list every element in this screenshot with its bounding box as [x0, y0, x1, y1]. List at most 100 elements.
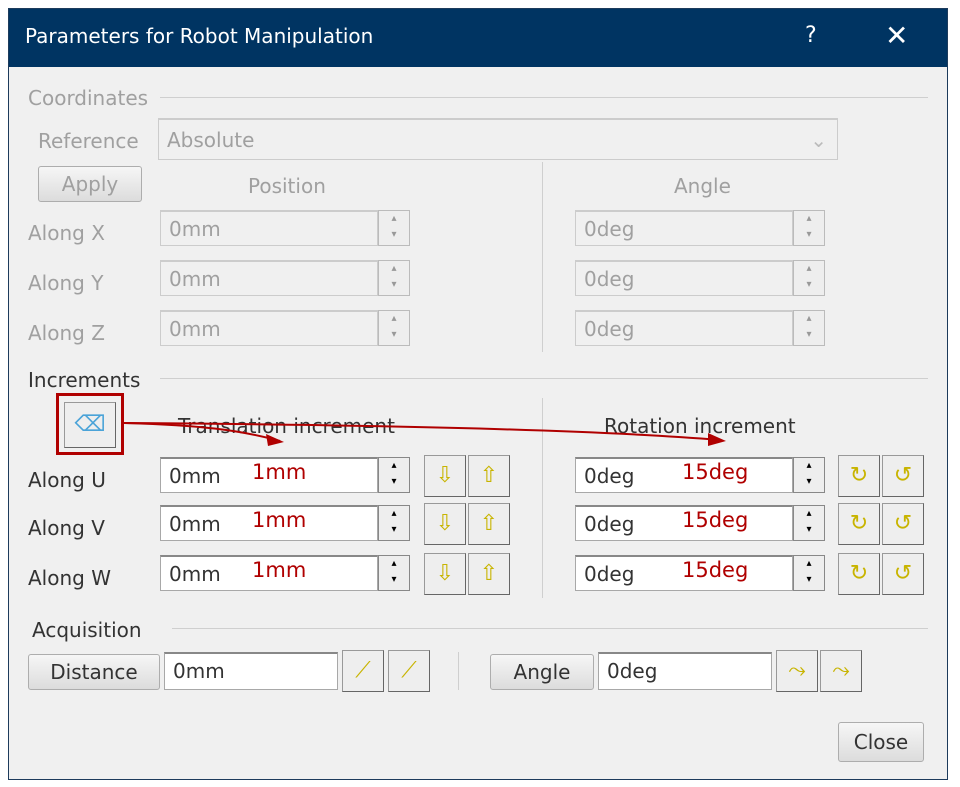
angle-field[interactable]: 0deg	[575, 310, 793, 346]
arrow-to-rotation	[123, 422, 721, 441]
position-spinner[interactable]: ▴ ▾	[378, 260, 410, 296]
arrow-up-icon: ⇧	[479, 561, 499, 586]
annotation-highlight-box	[56, 393, 124, 455]
rotate-ccw-icon: ↺	[893, 561, 913, 586]
title-bar: Parameters for Robot Manipulation ? ✕	[9, 9, 947, 67]
rotate-cw-icon: ↻	[849, 463, 869, 488]
position-field[interactable]: 0mm	[160, 260, 378, 296]
rotate-acquire-icon: ⤳	[788, 658, 806, 683]
annotation-rotation-value: 15deg	[682, 460, 749, 484]
annotation-translation-value: 1mm	[252, 558, 307, 582]
angle-button[interactable]: Angle	[490, 654, 594, 690]
reference-value: Absolute	[167, 128, 255, 152]
arrow-down-icon: ⇩	[435, 463, 455, 488]
coord-row-label: Along Z	[28, 321, 105, 345]
annotation-rotation-value: 15deg	[682, 558, 749, 582]
angle-field[interactable]: 0deg	[598, 652, 772, 690]
rotation-spinner[interactable]: ▴ ▾	[793, 457, 825, 493]
divider	[172, 628, 928, 629]
apply-button[interactable]: Apply	[38, 166, 142, 202]
distance-button[interactable]: Distance	[28, 654, 160, 690]
increment-row-label: Along V	[28, 516, 105, 540]
arrow-head	[708, 433, 726, 446]
close-button[interactable]: Close	[838, 722, 924, 762]
angle-acquire-button-1[interactable]: ⤳	[776, 650, 818, 692]
eraser-icon: ⌫	[74, 412, 106, 437]
position-field[interactable]: 0mm	[160, 210, 378, 246]
translate-negative-button[interactable]: ⇩	[424, 503, 466, 545]
translate-negative-button[interactable]: ⇩	[424, 553, 466, 595]
angle-field[interactable]: 0deg	[575, 210, 793, 246]
angle-header: Angle	[674, 174, 731, 198]
rotate-cw-icon: ↻	[849, 511, 869, 536]
annotation-translation-value: 1mm	[252, 508, 307, 532]
rotation-increment-field[interactable]: 0deg	[575, 457, 793, 493]
help-icon[interactable]: ?	[805, 23, 817, 48]
rotation-spinner[interactable]: ▴ ▾	[793, 505, 825, 541]
coord-row-label: Along Y	[28, 271, 104, 295]
coord-row-label: Along X	[28, 221, 105, 245]
measure-icon: ⟋	[401, 658, 417, 683]
divider	[160, 378, 928, 379]
angle-spinner[interactable]: ▴ ▾	[793, 210, 825, 246]
translation-spinner[interactable]: ▴ ▾	[378, 505, 410, 541]
distance-field[interactable]: 0mm	[164, 652, 338, 690]
rotate-negative-button[interactable]: ↻	[838, 503, 880, 545]
position-spinner[interactable]: ▴ ▾	[378, 310, 410, 346]
increment-row-label: Along U	[28, 468, 106, 492]
dialog-title: Parameters for Robot Manipulation	[25, 24, 374, 48]
rotation-increment-field[interactable]: 0deg	[575, 555, 793, 591]
translate-negative-button[interactable]: ⇩	[424, 455, 466, 497]
position-spinner[interactable]: ▴ ▾	[378, 210, 410, 246]
reset-increments-button[interactable]: ⌫	[64, 402, 116, 448]
annotation-translation-value: 1mm	[252, 460, 307, 484]
acquisition-group-label: Acquisition	[32, 618, 142, 642]
close-icon[interactable]: ✕	[885, 19, 909, 52]
angle-spinner[interactable]: ▴ ▾	[793, 310, 825, 346]
reference-label: Reference	[38, 129, 139, 153]
rotation-spinner[interactable]: ▴ ▾	[793, 555, 825, 591]
reference-select[interactable]: Absolute ⌄	[158, 118, 838, 160]
rotate-ccw-icon: ↺	[893, 463, 913, 488]
rotate-cw-icon: ↻	[849, 561, 869, 586]
rotate-ccw-icon: ↺	[893, 511, 913, 536]
translation-increment-field[interactable]: 0mm	[160, 505, 378, 541]
rotate-negative-button[interactable]: ↻	[838, 455, 880, 497]
distance-acquire-button-1[interactable]: ⟋	[342, 650, 384, 692]
rotate-acquire-icon: ⤳	[832, 658, 850, 683]
arrow-down-icon: ⇩	[435, 561, 455, 586]
angle-acquire-button-2[interactable]: ⤳	[820, 650, 862, 692]
position-field[interactable]: 0mm	[160, 310, 378, 346]
divider	[542, 398, 543, 598]
rotate-negative-button[interactable]: ↻	[838, 553, 880, 595]
translation-spinner[interactable]: ▴ ▾	[378, 457, 410, 493]
annotation-rotation-value: 15deg	[682, 508, 749, 532]
rotate-positive-button[interactable]: ↺	[882, 553, 924, 595]
position-header: Position	[248, 174, 326, 198]
increments-group-label: Increments	[28, 368, 141, 392]
translate-positive-button[interactable]: ⇧	[468, 455, 510, 497]
divider	[458, 652, 459, 690]
rotation-increment-field[interactable]: 0deg	[575, 505, 793, 541]
translation-increment-field[interactable]: 0mm	[160, 457, 378, 493]
divider	[542, 162, 543, 352]
distance-acquire-button-2[interactable]: ⟋	[388, 650, 430, 692]
translation-spinner[interactable]: ▴ ▾	[378, 555, 410, 591]
chevron-down-icon: ⌄	[810, 128, 827, 152]
angle-spinner[interactable]: ▴ ▾	[793, 260, 825, 296]
translate-positive-button[interactable]: ⇧	[468, 553, 510, 595]
arrow-to-translation	[123, 422, 281, 442]
arrow-head	[266, 434, 284, 446]
increment-row-label: Along W	[28, 566, 111, 590]
translate-positive-button[interactable]: ⇧	[468, 503, 510, 545]
angle-field[interactable]: 0deg	[575, 260, 793, 296]
coordinates-group-label: Coordinates	[28, 86, 149, 110]
translation-increment-field[interactable]: 0mm	[160, 555, 378, 591]
rotate-positive-button[interactable]: ↺	[882, 503, 924, 545]
rotate-positive-button[interactable]: ↺	[882, 455, 924, 497]
arrow-up-icon: ⇧	[479, 463, 499, 488]
arrow-up-icon: ⇧	[479, 511, 499, 536]
divider	[160, 97, 928, 98]
measure-icon: ⟋	[355, 658, 371, 683]
